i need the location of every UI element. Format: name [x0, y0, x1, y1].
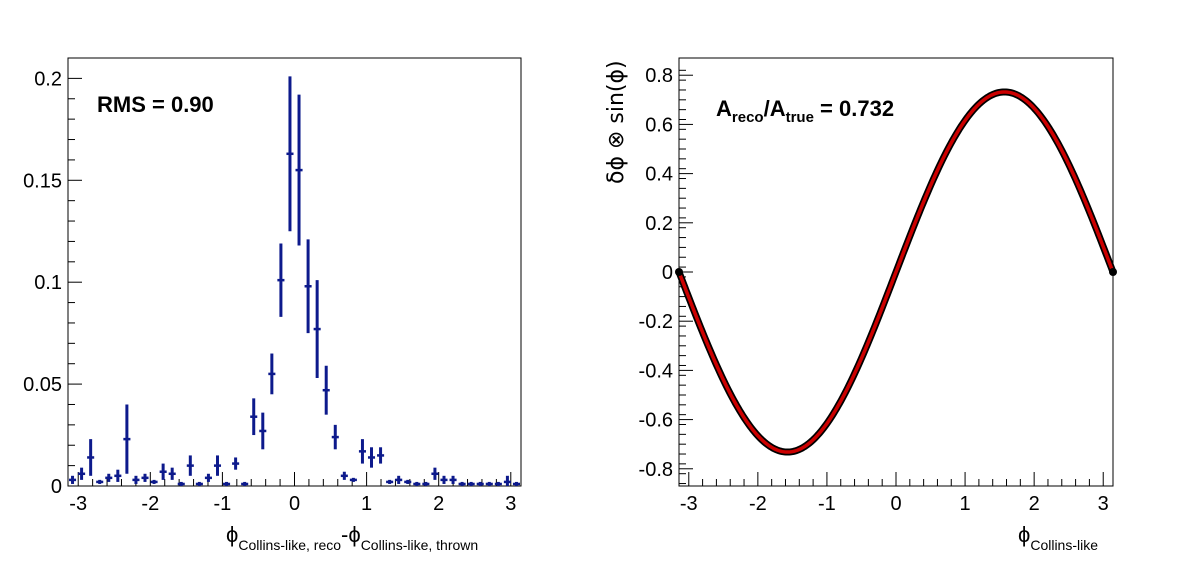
right-y-tick-label: 0.2: [645, 213, 673, 235]
left-frame: [67, 57, 522, 487]
left-xtitle-sub1: Collins-like, reco: [238, 537, 342, 553]
right-x-tick-label: 3: [1098, 493, 1109, 515]
left-y-tick-label: 0.05: [23, 374, 62, 396]
right-x-tick-label: -3: [680, 493, 698, 515]
right-y-tick-label: -0.2: [639, 311, 673, 333]
right-sine-plot: -3 -2 -1 0 1 2 3 -0.8 -0.6 -0.4 -0.2 0 0.2 0.4 0.6 0.8: [639, 57, 1117, 515]
rms-annotation: RMS = 0.90: [97, 92, 214, 118]
left-xtitle-sub2: Collins-like, thrown: [360, 537, 479, 553]
right-y-tick-label: 0.8: [645, 65, 673, 87]
right-xtitle-sub: Collins-like: [1030, 537, 1099, 553]
right-x-tick-label: -1: [818, 493, 836, 515]
right-y-tick-label: -0.4: [639, 360, 673, 382]
left-x-tick-label: -2: [141, 493, 159, 515]
left-histogram-plot: -3 -2 -1 0 1 2 3 0 0.05 0.1 0.15 0.2: [23, 57, 522, 515]
left-xtitle-sym1: ϕ: [226, 522, 239, 547]
right-y-tick-label: 0: [662, 262, 673, 284]
left-x-tick-label: -3: [69, 493, 87, 515]
right-y-tick-label: 0.6: [645, 114, 673, 136]
right-xtitle-sym: ϕ: [1018, 522, 1031, 547]
left-xtitle-sym2: -ϕ: [341, 522, 361, 547]
left-x-tick-label: -1: [214, 493, 232, 515]
sine-curve: [677, 90, 1115, 454]
left-y-tick-label: 0.1: [34, 272, 62, 294]
curve-end-point: [1109, 267, 1117, 276]
ann-sub-true: true: [785, 109, 814, 126]
left-x-tick-label: 2: [433, 493, 444, 515]
right-x-tick-label: 0: [890, 493, 901, 515]
right-x-axis-title: ϕCollins-like: [1018, 522, 1098, 553]
left-x-tick-label: 0: [289, 493, 300, 515]
left-y-tick-label: 0.2: [34, 68, 62, 90]
right-y-axis-title: δϕ ⊗ sin(ϕ): [604, 60, 629, 184]
curve-start-point: [675, 268, 683, 277]
right-y-tick-label: 0.4: [645, 164, 673, 186]
ann-rest: = 0.732: [813, 96, 895, 121]
asymmetry-ratio-annotation: Areco/Atrue = 0.732: [716, 96, 894, 126]
rms-annotation-text: RMS = 0.90: [97, 92, 214, 117]
right-y-tick-label: -0.8: [639, 459, 673, 481]
left-x-axis-title: ϕCollins-like, reco-ϕCollins-like, throw…: [226, 522, 478, 553]
left-y-tick-label: 0: [51, 476, 62, 498]
right-y-tick-label: -0.6: [639, 410, 673, 432]
ann-sub-reco: reco: [731, 109, 764, 126]
left-x-tick-label: 1: [361, 493, 372, 515]
left-x-tick-label: 3: [505, 493, 516, 515]
right-x-tick-label: 1: [960, 493, 971, 515]
right-x-tick-label: 2: [1029, 493, 1040, 515]
right-ytitle-text: δϕ ⊗ sin(ϕ): [604, 60, 629, 184]
ann-A: A: [716, 96, 732, 121]
right-x-tick-label: -2: [749, 493, 767, 515]
left-y-tick-label: 0.15: [23, 170, 62, 192]
ann-slash: /A: [763, 96, 786, 121]
